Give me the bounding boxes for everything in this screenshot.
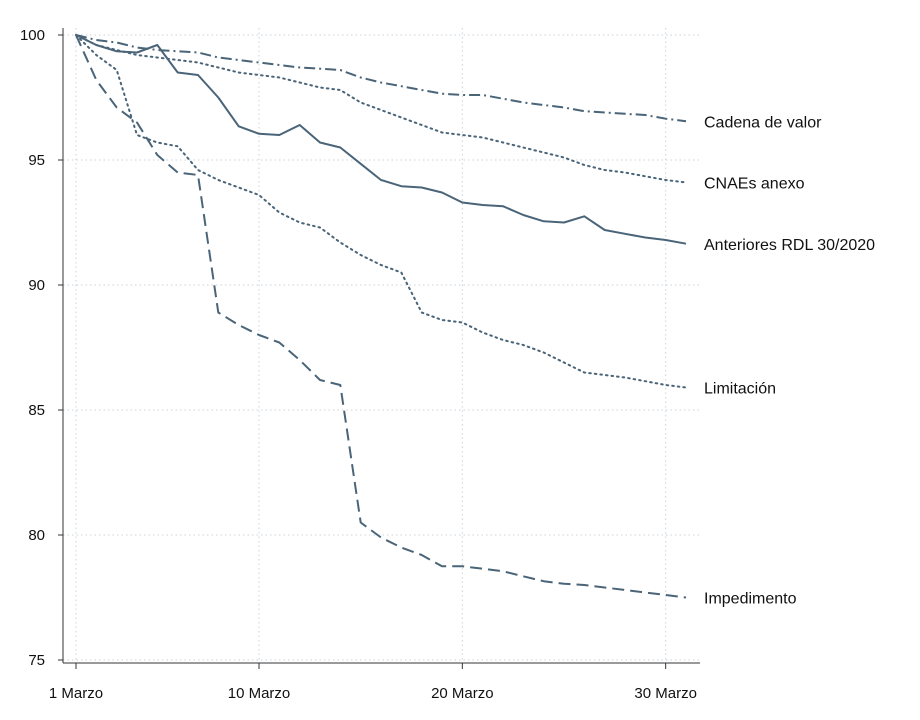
series-label-impedimento: Impedimento <box>704 591 797 608</box>
series-layer <box>75 34 687 599</box>
x-tick-label-20: 20 Marzo <box>431 685 494 702</box>
grid-layer <box>63 28 700 663</box>
series-label-cnaes-anexo: CNAEs anexo <box>704 176 805 193</box>
x-tick-label-10: 10 Marzo <box>228 685 291 702</box>
axis-layer <box>62 28 700 664</box>
series-line-cnaes-anexo <box>75 34 687 184</box>
y-tick-label-100: 100 <box>20 27 45 44</box>
y-tick-label-85: 85 <box>28 402 45 419</box>
series-line-cadena-de-valor <box>75 34 687 123</box>
y-tick-label-90: 90 <box>28 277 45 294</box>
y-tick-label-75: 75 <box>28 652 45 669</box>
y-tick-label-95: 95 <box>28 152 45 169</box>
series-line-anteriores-rdl-30-2020 <box>75 34 687 245</box>
tick-layer: 75 80 85 90 95 100 1 Marzo 10 Marzo 20 Marzo 30 M… <box>20 27 697 702</box>
y-tick-label-80: 80 <box>28 527 45 544</box>
series-line-limitacion <box>75 34 687 389</box>
series-label-layer: Cadena de valor CNAEs anexo Anteriores RDL… <box>704 114 875 607</box>
x-tick-label-1: 1 Marzo <box>49 685 103 702</box>
series-label-anteriores-rdl-30-2020: Anteriores RDL 30/2020 <box>704 237 875 254</box>
series-label-limitacion: Limitación <box>704 381 776 398</box>
series-label-cadena-de-valor: Cadena de valor <box>704 114 822 131</box>
x-tick-label-30: 30 Marzo <box>634 685 697 702</box>
series-line-impedimento <box>75 34 687 599</box>
